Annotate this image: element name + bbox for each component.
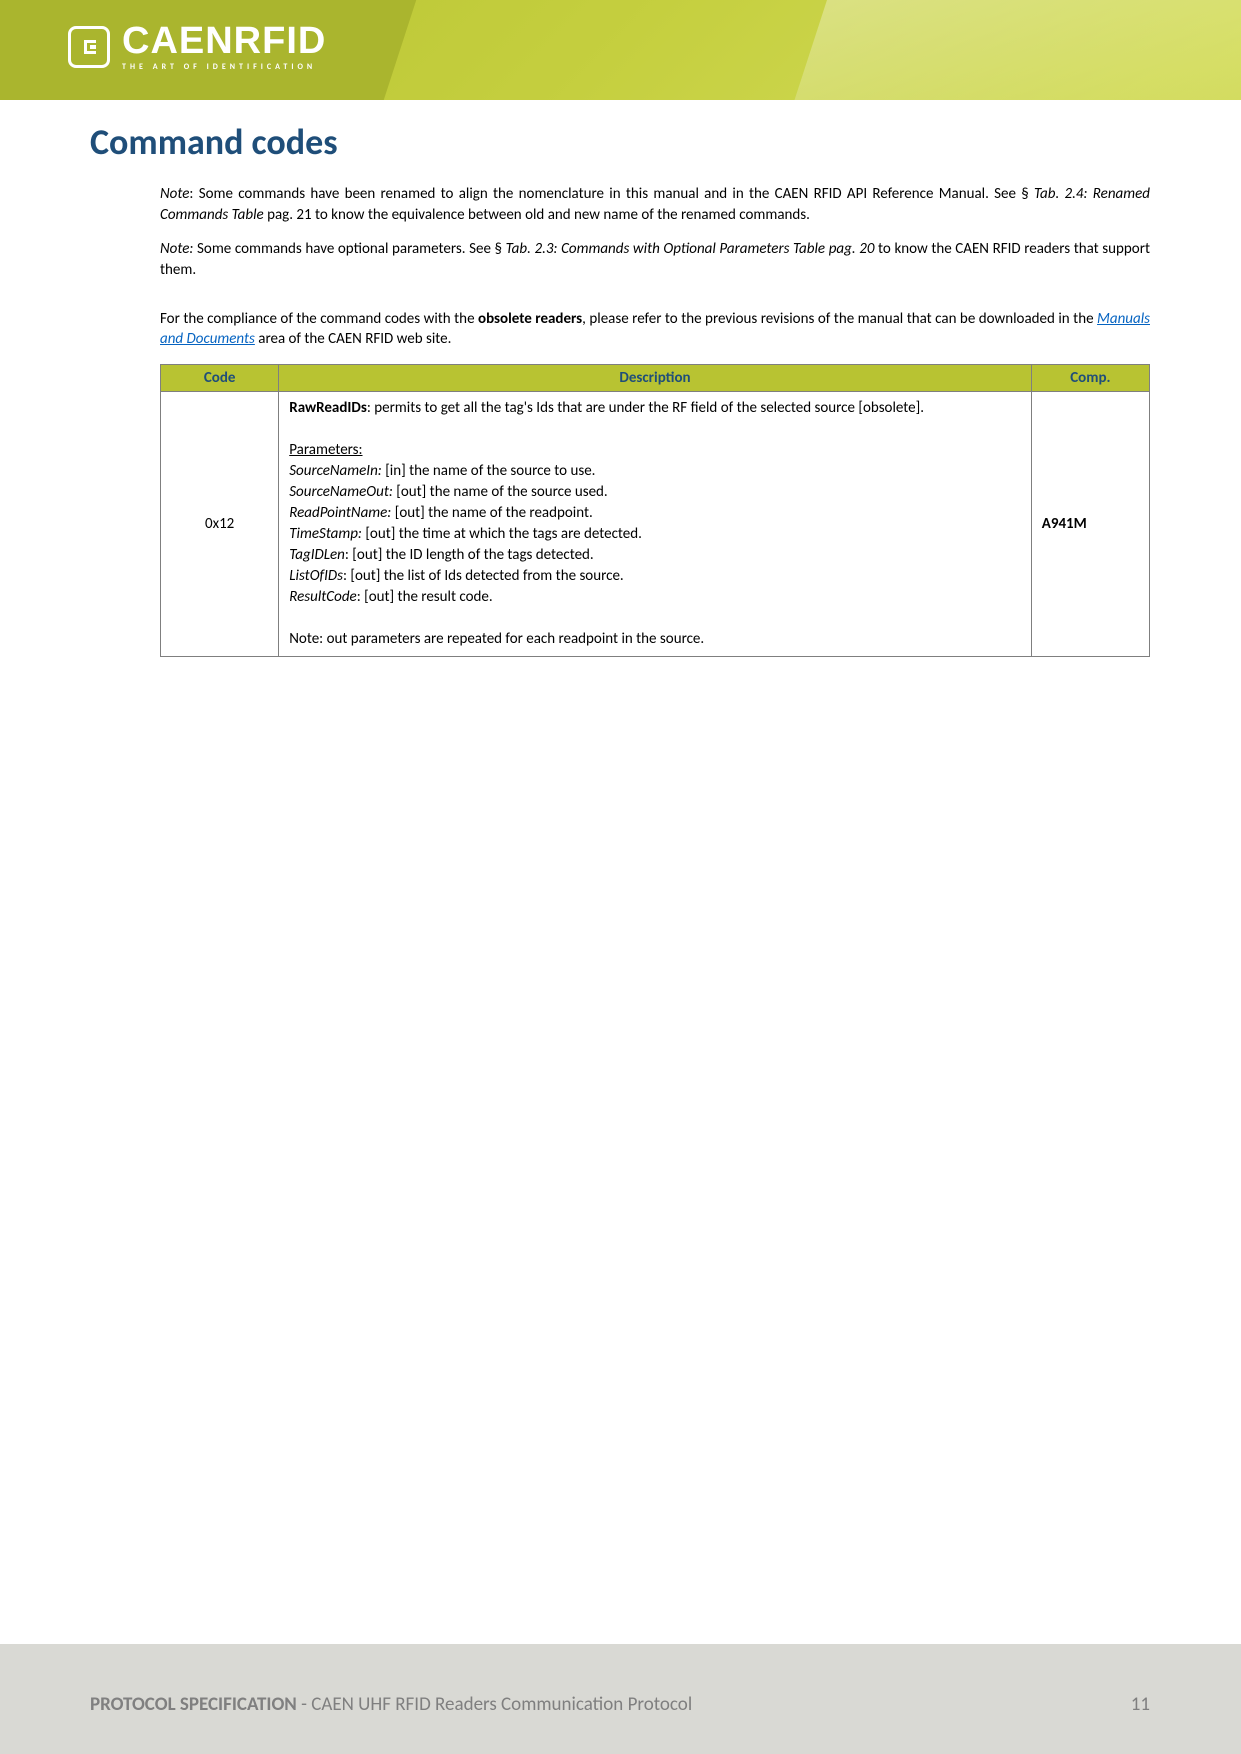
param-desc: [out] the name of the readpoint.: [391, 504, 592, 522]
note-text: : Some commands have been renamed to ali…: [189, 185, 1034, 203]
col-header-code: Code: [161, 365, 279, 392]
parameters-label: Parameters:: [289, 441, 362, 459]
cell-code: 0x12: [161, 392, 279, 657]
header-band: CAENRFID THE ART OF IDENTIFICATION: [0, 0, 1241, 100]
note-lead: For the compliance of the command codes …: [160, 310, 478, 328]
param-name: ReadPointName:: [289, 504, 391, 522]
param-desc: [out] the time at which the tags are det…: [362, 525, 642, 543]
param-desc: [in] the name of the source to use.: [382, 462, 596, 480]
footer-title-bold: PROTOCOL SPECIFICATION: [90, 1693, 297, 1716]
logo-text-block: CAENRFID THE ART OF IDENTIFICATION: [122, 22, 326, 72]
table-row: 0x12 RawReadIDs: permits to get all the …: [161, 392, 1150, 657]
param-name: SourceNameIn:: [289, 462, 382, 480]
brand-name: CAENRFID: [122, 22, 326, 60]
command-desc: : permits to get all the tag's Ids that …: [367, 399, 924, 417]
note-tail: area of the CAEN RFID web site.: [255, 330, 452, 348]
content-area: Command codes Note: Some commands have b…: [90, 120, 1150, 657]
note-obsolete-readers: For the compliance of the command codes …: [160, 309, 1150, 350]
page-footer: PROTOCOL SPECIFICATION - CAEN UHF RFID R…: [90, 1693, 1150, 1716]
param-name: ResultCode: [289, 588, 356, 606]
param-desc: : [out] the list of Ids detected from th…: [343, 567, 624, 585]
page-title: Command codes: [90, 120, 1150, 164]
cell-comp: A941M: [1031, 392, 1149, 657]
param-desc: : [out] the ID length of the tags detect…: [345, 546, 594, 564]
footer-title: PROTOCOL SPECIFICATION - CAEN UHF RFID R…: [90, 1693, 692, 1716]
command-name: RawReadIDs: [289, 399, 367, 417]
param-name: TimeStamp:: [289, 525, 362, 543]
param-name: SourceNameOut:: [289, 483, 393, 501]
note-ref: Tab. 2.3: Commands with Optional Paramet…: [506, 240, 875, 258]
row-note: Note: out parameters are repeated for ea…: [289, 630, 704, 648]
col-header-description: Description: [279, 365, 1032, 392]
param-desc: : [out] the result code.: [357, 588, 493, 606]
note-tail: pag. 21 to know the equivalence between …: [264, 206, 810, 224]
note-mid: , please refer to the previous revisions…: [582, 310, 1097, 328]
col-header-comp: Comp.: [1031, 365, 1149, 392]
table-header-row: Code Description Comp.: [161, 365, 1150, 392]
note-label: Note:: [160, 240, 193, 258]
footer-title-rest: - CAEN UHF RFID Readers Communication Pr…: [297, 1693, 692, 1716]
param-name: TagIDLen: [289, 546, 345, 564]
param-name: ListOfIDs: [289, 567, 343, 585]
note-label: Note: [160, 185, 189, 203]
logo: CAENRFID THE ART OF IDENTIFICATION: [68, 22, 326, 72]
cell-description: RawReadIDs: permits to get all the tag's…: [279, 392, 1032, 657]
page-number: 11: [1131, 1693, 1150, 1716]
param-desc: [out] the name of the source used.: [393, 483, 608, 501]
note-bold: obsolete readers: [478, 310, 582, 328]
note-renamed-commands: Note: Some commands have been renamed to…: [160, 184, 1150, 225]
note-text: Some commands have optional parameters. …: [193, 240, 505, 258]
command-codes-table: Code Description Comp. 0x12 RawReadIDs: …: [160, 364, 1150, 657]
logo-badge-icon: [68, 26, 110, 68]
note-optional-params: Note: Some commands have optional parame…: [160, 239, 1150, 280]
brand-tagline: THE ART OF IDENTIFICATION: [122, 62, 326, 72]
page: CAENRFID THE ART OF IDENTIFICATION Comma…: [0, 0, 1241, 1754]
